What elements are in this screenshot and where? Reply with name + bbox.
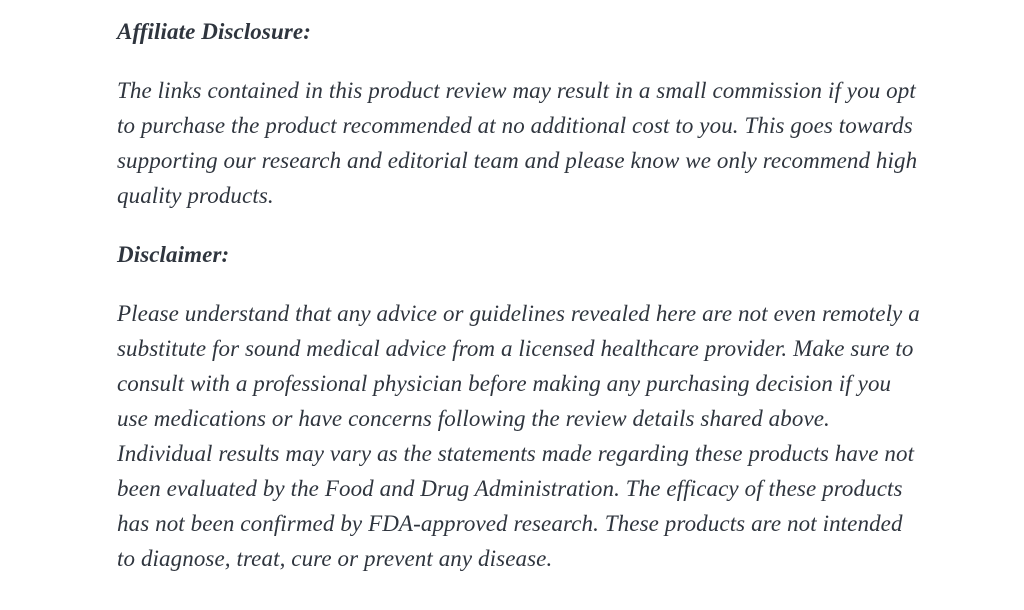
disclosure-content: Affiliate Disclosure: The links containe…: [117, 14, 923, 600]
disclaimer-heading: Disclaimer:: [117, 242, 230, 267]
disclaimer-paragraph: Please understand that any advice or gui…: [117, 301, 920, 571]
affiliate-disclosure-heading: Affiliate Disclosure:: [117, 19, 311, 44]
affiliate-disclosure-paragraph: The links contained in this product revi…: [117, 78, 918, 208]
